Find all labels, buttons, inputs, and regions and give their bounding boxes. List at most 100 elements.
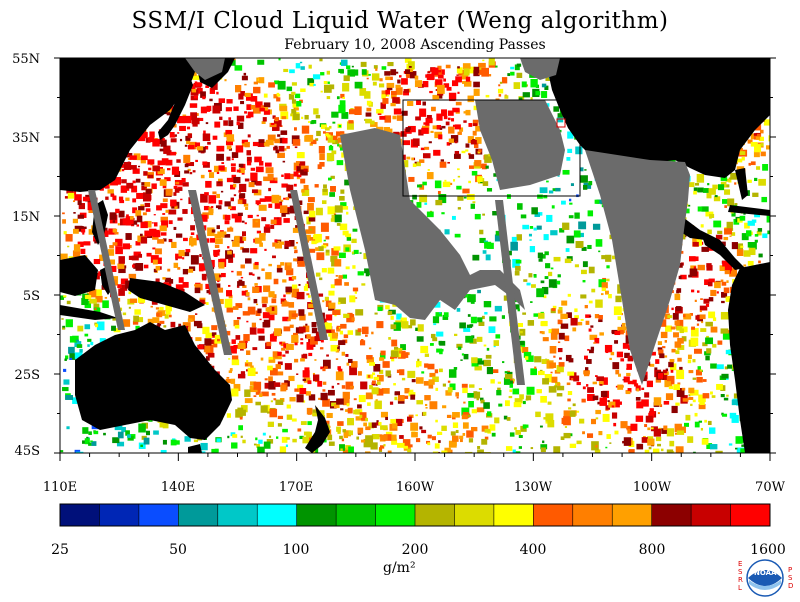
cloud-pixel	[335, 275, 338, 277]
colorbar-segment	[415, 504, 455, 526]
cloud-pixel	[264, 382, 270, 389]
cloud-pixel	[199, 451, 206, 453]
cloud-pixel	[236, 115, 245, 122]
cloud-pixel	[536, 389, 542, 394]
cloud-pixel	[283, 68, 289, 73]
cloud-pixel	[339, 100, 346, 108]
cloud-pixel	[301, 125, 310, 134]
cloud-pixel	[255, 401, 261, 406]
cloud-pixel	[292, 102, 299, 108]
cloud-pixel	[247, 160, 252, 166]
cloud-pixel	[65, 355, 69, 360]
cloud-pixel	[750, 161, 756, 166]
cloud-pixel	[258, 77, 265, 84]
cloud-pixel	[66, 426, 70, 430]
cloud-pixel	[252, 218, 261, 228]
cloud-pixel	[254, 261, 259, 266]
cloud-pixel	[153, 214, 156, 216]
cloud-pixel	[366, 100, 372, 106]
cloud-pixel	[263, 226, 271, 233]
cloud-pixel	[559, 228, 565, 233]
cloud-pixel	[443, 78, 447, 82]
cloud-pixel	[436, 113, 443, 121]
cloud-pixel	[311, 321, 317, 328]
cloud-pixel	[611, 255, 618, 260]
cloud-pixel	[344, 179, 350, 186]
cloud-pixel	[550, 332, 558, 340]
cloud-pixel	[478, 388, 483, 390]
cloud-pixel	[74, 194, 82, 201]
cloud-pixel	[706, 193, 712, 199]
cloud-pixel	[87, 202, 96, 211]
cloud-pixel	[328, 145, 334, 151]
cloud-pixel	[385, 76, 391, 81]
cloud-pixel	[644, 424, 648, 428]
cloud-pixel	[693, 187, 698, 192]
cloud-pixel	[241, 172, 245, 175]
cloud-pixel	[281, 212, 286, 217]
cloud-pixel	[168, 220, 173, 225]
cloud-pixel	[461, 353, 465, 356]
cloud-pixel	[175, 440, 180, 445]
cloud-pixel	[151, 183, 157, 190]
cloud-pixel	[401, 377, 406, 381]
cloud-pixel	[688, 387, 695, 394]
cloud-pixel	[246, 360, 249, 363]
cloud-pixel	[586, 359, 592, 364]
cloud-pixel	[660, 448, 664, 452]
cloud-pixel	[128, 291, 132, 295]
cloud-pixel	[627, 380, 634, 385]
cloud-pixel	[456, 396, 459, 399]
cloud-pixel	[401, 160, 409, 168]
cloud-pixel	[166, 309, 171, 315]
cloud-pixel	[347, 417, 355, 426]
cloud-pixel	[182, 182, 189, 187]
cloud-pixel	[269, 408, 278, 418]
cloud-pixel	[612, 399, 620, 408]
cloud-pixel	[264, 248, 267, 251]
cloud-pixel	[168, 314, 172, 318]
cloud-pixel	[223, 132, 230, 138]
cloud-pixel	[162, 213, 166, 215]
cloud-pixel	[311, 119, 317, 124]
cloud-pixel	[653, 428, 661, 437]
cloud-pixel	[184, 144, 188, 147]
cloud-pixel	[201, 273, 207, 280]
cloud-pixel	[701, 438, 709, 445]
cloud-pixel	[548, 271, 553, 277]
cloud-pixel	[370, 442, 378, 450]
cloud-pixel	[107, 189, 114, 194]
cloud-pixel	[218, 178, 223, 183]
cloud-pixel	[336, 398, 344, 405]
land-australia	[75, 322, 232, 440]
cloud-pixel	[393, 346, 399, 352]
cloud-pixel	[288, 93, 295, 100]
cloud-pixel	[473, 66, 480, 74]
cloud-pixel	[262, 432, 266, 436]
cloud-pixel	[352, 287, 359, 292]
cloud-pixel	[585, 367, 589, 371]
cloud-pixel	[133, 153, 141, 160]
cloud-pixel	[152, 165, 160, 172]
cloud-pixel	[716, 383, 723, 390]
cloud-pixel	[274, 117, 280, 121]
cloud-pixel	[550, 267, 554, 270]
cloud-pixel	[333, 403, 340, 409]
cloud-pixel	[558, 332, 565, 340]
cloud-pixel	[438, 134, 443, 140]
cloud-pixel	[448, 138, 455, 143]
cloud-pixel	[252, 141, 259, 147]
land-florida	[735, 168, 748, 200]
cloud-pixel	[472, 254, 480, 261]
cloud-pixel	[541, 286, 549, 295]
cloud-pixel	[193, 320, 202, 327]
cloud-pixel	[586, 384, 589, 387]
cloud-pixel	[392, 422, 398, 429]
missing-strip-1	[88, 190, 125, 330]
cloud-pixel	[513, 402, 522, 408]
cloud-pixel	[258, 204, 267, 211]
cloud-pixel	[91, 441, 97, 446]
cloud-pixel	[556, 385, 565, 391]
cloud-pixel	[683, 313, 692, 320]
cloud-pixel	[332, 135, 338, 141]
